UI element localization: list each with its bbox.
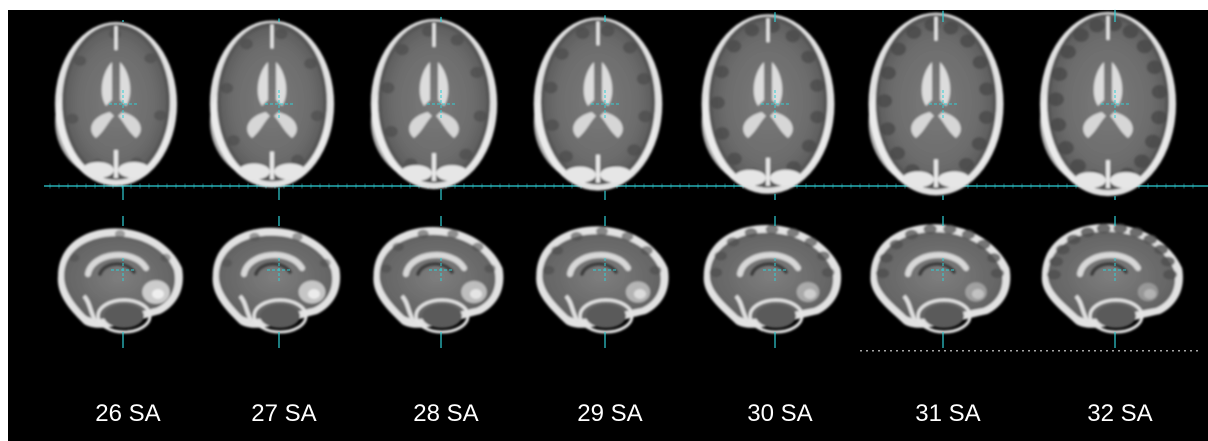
sagittal-crosshair-7	[1103, 216, 1127, 348]
week-label-2: 27 SA	[251, 400, 317, 427]
sagittal-center-marker-1	[111, 258, 135, 282]
week-label-7: 32 SA	[1087, 400, 1153, 427]
axial-slice-3	[370, 18, 498, 190]
sagittal-slice-4	[536, 226, 669, 334]
sagittal-center-marker-3	[429, 258, 453, 282]
week-label-1: 26 SA	[95, 400, 161, 427]
axial-crosshair-7	[1101, 9, 1129, 200]
sagittal-center-marker-4	[593, 258, 617, 282]
sagittal-crosshair-4	[593, 216, 617, 348]
sagittal-crosshair-3	[429, 216, 453, 348]
week-label-4: 29 SA	[577, 400, 643, 427]
sagittal-slice-7	[1041, 223, 1183, 334]
axial-crosshair-6	[929, 10, 957, 200]
sagittal-crosshair-1	[111, 216, 135, 348]
sagittal-center-marker-2	[267, 258, 291, 282]
sagittal-crosshair-2	[267, 216, 291, 348]
axial-crosshair-2	[265, 18, 293, 200]
axial-crosshair-5	[761, 12, 789, 200]
sagittal-slice-1	[57, 228, 183, 334]
sagittal-crosshair-6	[931, 216, 955, 348]
sagittal-slice-5	[703, 224, 842, 334]
axial-crosshair-3	[427, 16, 455, 200]
sagittal-center-marker-6	[931, 258, 955, 282]
week-label-6: 31 SA	[915, 400, 981, 427]
sagittal-slice-3	[373, 227, 504, 334]
sagittal-center-marker-7	[1103, 258, 1127, 282]
axial-crosshair-1	[109, 20, 137, 200]
week-label-5: 30 SA	[747, 400, 813, 427]
week-label-3: 28 SA	[413, 400, 479, 427]
axial-crosshair-4	[591, 15, 619, 200]
sagittal-slice-6	[870, 224, 1011, 334]
sagittal-crosshair-5	[763, 216, 787, 348]
axial-slice-5	[701, 14, 835, 194]
sagittal-center-marker-5	[763, 258, 787, 282]
sagittal-slice-2	[212, 227, 341, 334]
dotted-guide-line	[860, 350, 1198, 352]
